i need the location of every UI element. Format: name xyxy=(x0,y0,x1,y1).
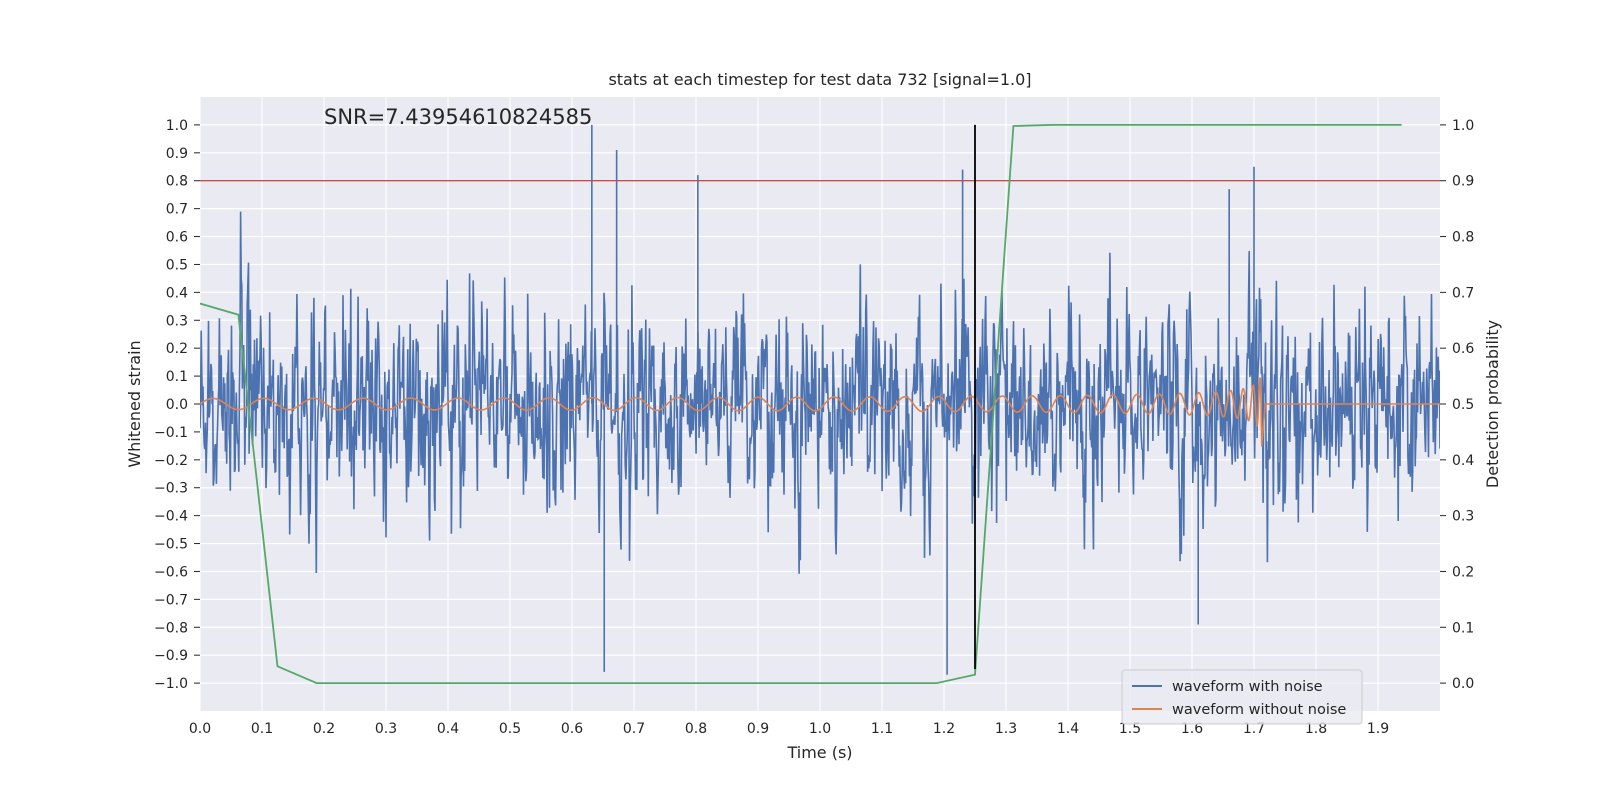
x-tick-label: 0.5 xyxy=(499,721,521,737)
y-tick-label: 0.6 xyxy=(166,230,188,246)
legend-box xyxy=(1121,669,1363,725)
y-tick-label: −0.9 xyxy=(154,648,188,664)
x-tick-label: 0.9 xyxy=(747,721,769,737)
x-tick-label: 1.8 xyxy=(1305,721,1327,737)
y-tick-label: 0.1 xyxy=(166,369,188,385)
x-axis: 0.0 0.1 0.2 0.3 0.4 0.5 0.6 0.7 0.8 0.9 1.0 1.1 1.2 1… xyxy=(189,721,1389,737)
chart-title: stats at each timestep for test data 732… xyxy=(608,70,1031,89)
y-tick-label: −0.2 xyxy=(154,453,188,469)
y-axis-right: 1.0 0.9 0.8 0.7 0.6 0.5 0.4 0.3 0.2 0.1 0.0 xyxy=(1440,118,1474,692)
y2-tick-label: 1.0 xyxy=(1452,118,1474,134)
y-tick-label: −1.0 xyxy=(154,676,188,692)
x-tick-label: 0.1 xyxy=(251,721,273,737)
y-tick-label: 0.5 xyxy=(166,257,188,273)
y2-tick-label: 0.5 xyxy=(1452,397,1474,413)
x-tick-label: 1.6 xyxy=(1181,721,1203,737)
y-tick-label: −0.8 xyxy=(154,620,188,636)
y2-tick-label: 0.3 xyxy=(1452,509,1474,525)
x-axis-label: Time (s) xyxy=(786,743,852,762)
x-tick-label: 0.8 xyxy=(685,721,707,737)
y-tick-label: 0.4 xyxy=(166,285,188,301)
x-tick-label: 1.9 xyxy=(1367,721,1389,737)
y2-tick-label: 0.0 xyxy=(1452,676,1474,692)
x-tick-label: 0.4 xyxy=(437,721,459,737)
series-line-clean xyxy=(200,377,1440,447)
x-tick-label: 1.1 xyxy=(871,721,893,737)
snr-annotation: SNR=7.43954610824585 xyxy=(324,105,592,129)
legend-label-noisy: waveform with noise xyxy=(1172,679,1323,695)
series-line-noisy xyxy=(200,211,1440,574)
y-axis-left: 1.0 0.9 0.8 0.7 0.6 0.5 0.4 0.3 0.2 0.1 0.0 −0.1 −0.… xyxy=(154,118,200,692)
y2-axis-label: Detection probability xyxy=(1483,320,1502,488)
x-tick-label: 1.0 xyxy=(809,721,831,737)
y-tick-label: 0.7 xyxy=(166,202,188,218)
y-tick-label: −0.1 xyxy=(154,425,188,441)
y-tick-label: 0.2 xyxy=(166,341,188,357)
x-tick-label: 1.2 xyxy=(933,721,955,737)
y-tick-label: −0.5 xyxy=(154,537,188,553)
x-tick-label: 0.6 xyxy=(561,721,583,737)
y-tick-label: 1.0 xyxy=(166,118,188,134)
y2-tick-label: 0.1 xyxy=(1452,620,1474,636)
series-line-probability xyxy=(200,124,1402,684)
x-tick-label: 0.7 xyxy=(623,721,645,737)
x-tick-label: 1.3 xyxy=(995,721,1017,737)
x-tick-label: 1.5 xyxy=(1119,721,1141,737)
x-tick-label: 0.3 xyxy=(375,721,397,737)
y-tick-label: 0.0 xyxy=(166,397,188,413)
y2-tick-label: 0.6 xyxy=(1452,341,1474,357)
y2-tick-label: 0.9 xyxy=(1452,174,1474,190)
legend: waveform with noise waveform without noi… xyxy=(1121,669,1363,725)
y-tick-label: 0.3 xyxy=(166,313,188,329)
x-tick-label: 1.4 xyxy=(1057,721,1079,737)
y-tick-label: 0.9 xyxy=(166,146,188,162)
plot-series xyxy=(200,124,1440,684)
y2-tick-label: 0.7 xyxy=(1452,285,1474,301)
x-tick-label: 0.2 xyxy=(313,721,335,737)
y-tick-label: −0.6 xyxy=(154,564,188,580)
y-tick-label: 0.8 xyxy=(166,174,188,190)
x-tick-label: 0.0 xyxy=(189,721,211,737)
y2-tick-label: 0.4 xyxy=(1452,453,1474,469)
y2-tick-label: 0.2 xyxy=(1452,564,1474,580)
y-tick-label: −0.7 xyxy=(154,592,188,608)
y-tick-label: −0.4 xyxy=(154,509,188,525)
legend-label-clean: waveform without noise xyxy=(1172,702,1346,718)
y2-tick-label: 0.8 xyxy=(1452,230,1474,246)
y-axis-label: Whitened strain xyxy=(125,340,144,467)
x-tick-label: 1.7 xyxy=(1243,721,1265,737)
y-tick-label: −0.3 xyxy=(154,481,188,497)
